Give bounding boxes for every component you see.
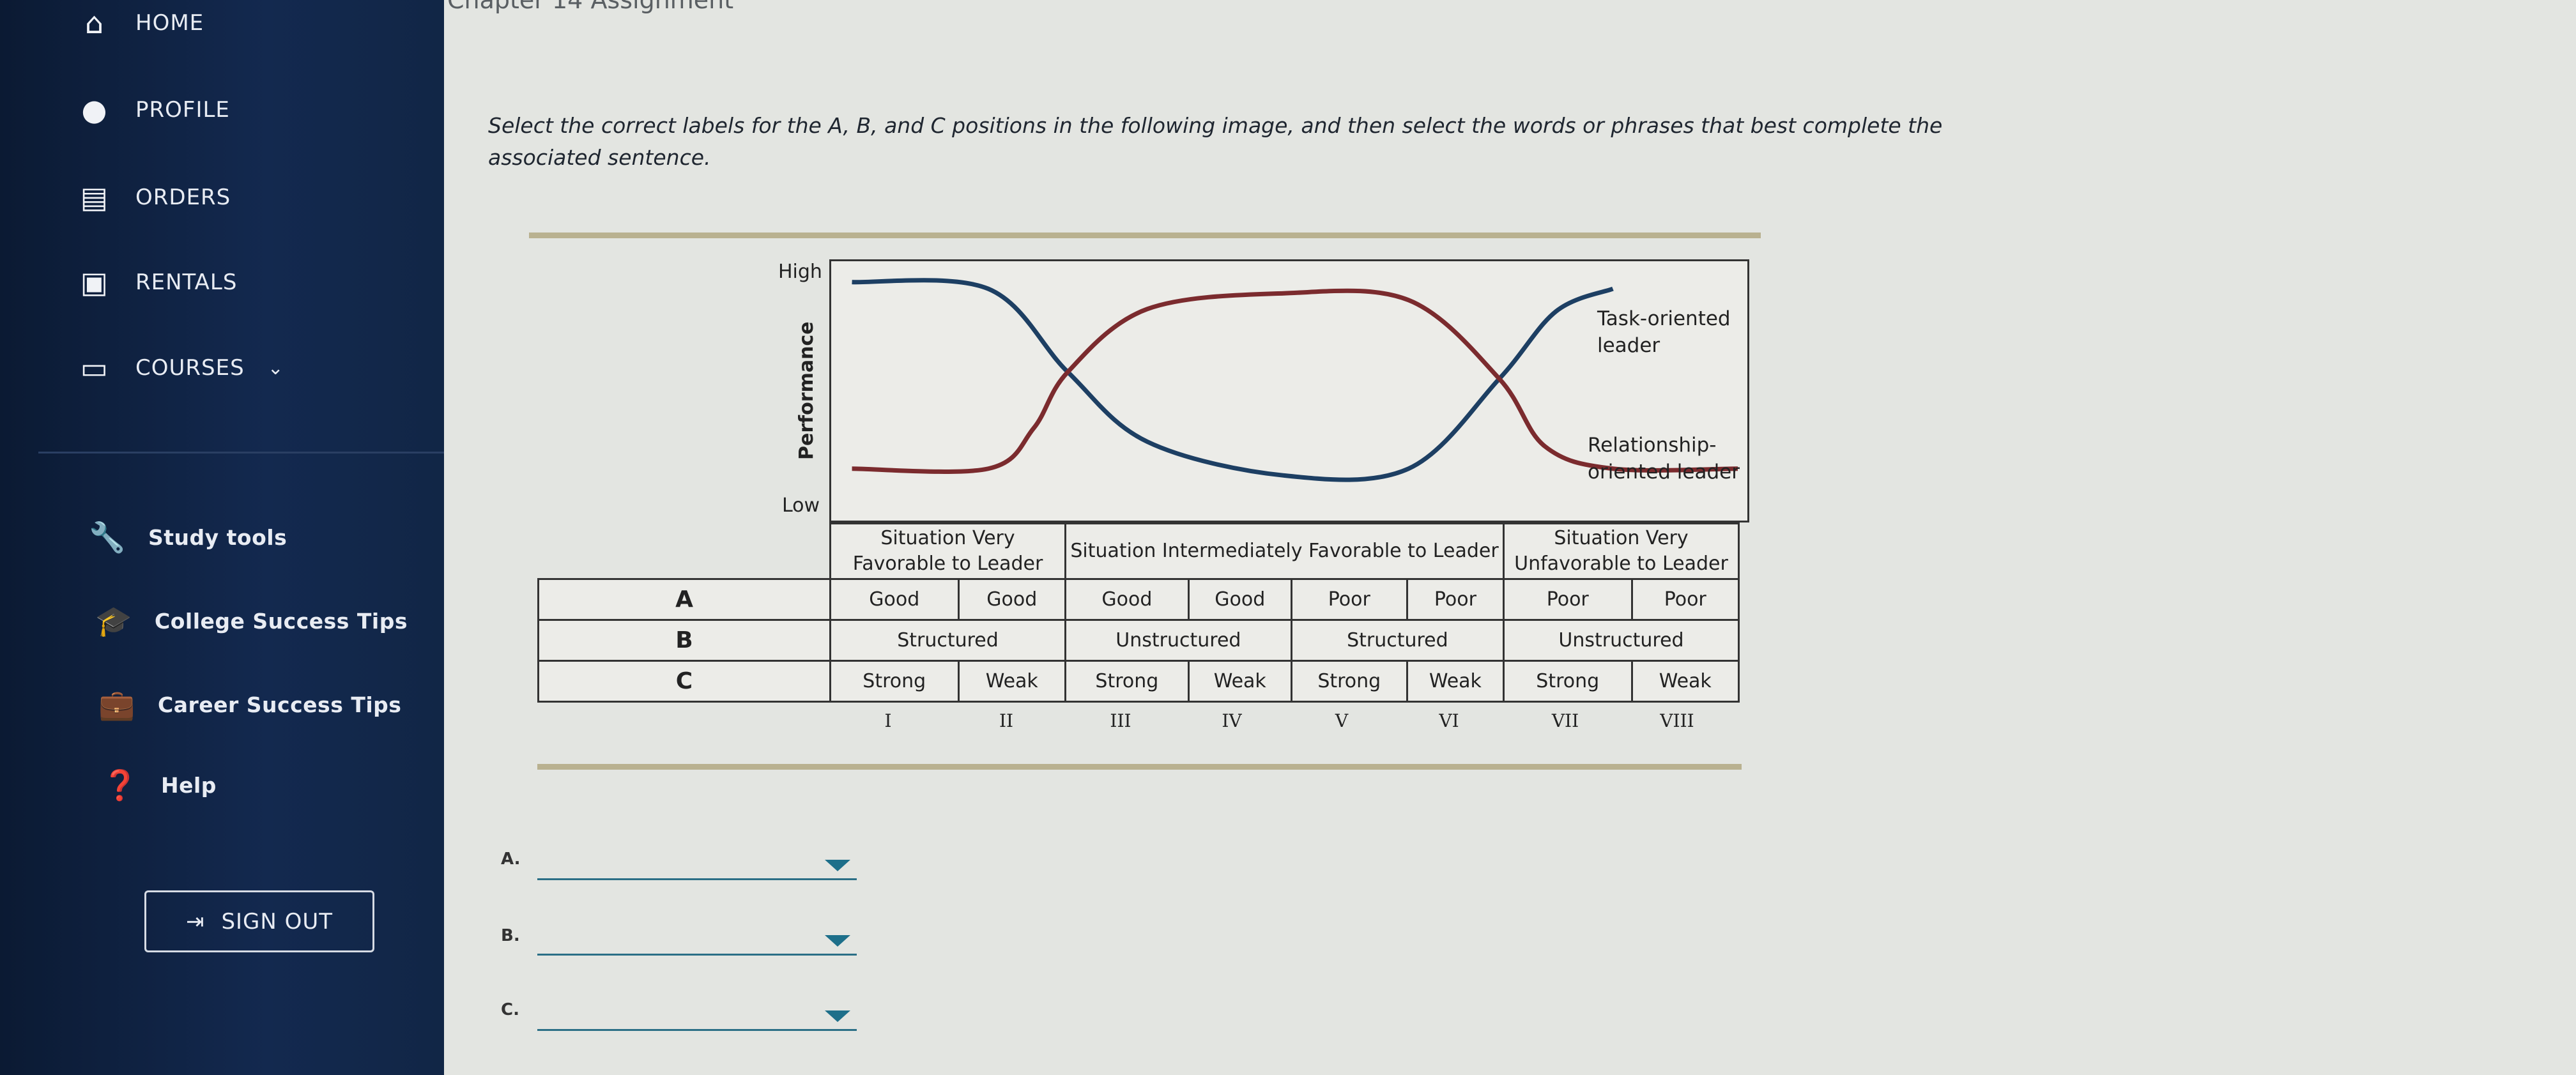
sidebar-divider <box>38 452 444 454</box>
octant-label: IV <box>1222 710 1242 731</box>
cell: Unstructured <box>1503 619 1740 662</box>
figure-top-rule <box>529 233 1761 238</box>
cell: Weak <box>1630 660 1740 703</box>
table-row-b: B Structured Unstructured Structured Uns… <box>537 619 1740 662</box>
help-icon: ❓ <box>102 767 139 802</box>
cell: Good <box>1187 578 1292 621</box>
row-label-a: A <box>537 578 831 621</box>
header-very-favorable: Situation Very Favorable to Leader <box>829 522 1066 580</box>
octant-label: V <box>1335 710 1349 731</box>
sign-out-icon: ⇥ <box>185 908 205 934</box>
sidebar-item-study-tools[interactable]: 🔧 Study tools <box>89 519 288 554</box>
dropdown-arrow-icon <box>825 935 850 947</box>
cell: Poor <box>1503 578 1633 621</box>
briefcase-icon: 💼 <box>98 687 135 722</box>
sidebar: ⌂ HOME ● PROFILE ▤ ORDERS ▣ RENTALS ▭ COURSES… <box>0 0 444 1075</box>
sidebar-item-profile[interactable]: ● PROFILE <box>77 92 230 128</box>
cell: Weak <box>1406 660 1505 703</box>
chart-area <box>829 259 1749 522</box>
instructions: Select the correct labels for the A, B, … <box>488 113 1943 170</box>
figure-bottom-rule <box>537 764 1742 770</box>
legend-relationship-oriented: Relationship-oriented leader <box>1588 434 1740 484</box>
sidebar-item-college-success-tips[interactable]: 🎓 College Success Tips <box>95 603 408 638</box>
dropdown-arrow-icon <box>825 1010 850 1022</box>
row-label-c: C <box>537 660 831 703</box>
book-icon: ▣ <box>80 265 109 300</box>
octant-label: VIII <box>1660 710 1694 731</box>
graduation-cap-icon: 🎓 <box>95 603 132 638</box>
octant-label: II <box>999 710 1014 731</box>
answer-b-label: B. <box>501 926 520 945</box>
cell: Good <box>957 578 1066 621</box>
cell: Strong <box>1503 660 1633 703</box>
row-label-b: B <box>537 619 831 662</box>
cell: Good <box>1064 578 1190 621</box>
y-axis-title: Performance <box>795 321 818 460</box>
situation-table: Situation Very Favorable to Leader Situa… <box>537 522 1740 703</box>
table-row-a: A Good Good Good Good Poor Poor Poor Poo… <box>537 578 1740 621</box>
cell: Structured <box>829 619 1066 662</box>
cell: Unstructured <box>1064 619 1292 662</box>
user-icon: ● <box>81 93 108 127</box>
sidebar-item-courses[interactable]: ▭ COURSES ⌄ <box>77 350 284 386</box>
header-row: Situation Very Favorable to Leader Situa… <box>539 522 1740 580</box>
answer-c-label: C. <box>501 1000 519 1019</box>
cell: Structured <box>1290 619 1505 662</box>
list-icon: ▤ <box>80 180 109 215</box>
sidebar-item-rentals[interactable]: ▣ RENTALS <box>77 264 237 300</box>
page-title: Chapter 14 Assignment <box>447 0 734 14</box>
cell: Strong <box>1290 660 1408 703</box>
sidebar-item-orders[interactable]: ▤ ORDERS <box>77 179 231 215</box>
performance-curves <box>852 278 1738 482</box>
relationship-oriented-curve <box>852 288 1738 474</box>
sidebar-item-career-success-tips[interactable]: 💼 Career Success Tips <box>98 687 402 722</box>
answer-b-dropdown[interactable] <box>537 930 857 956</box>
cell: Poor <box>1406 578 1505 621</box>
sidebar-item-home[interactable]: ⌂ HOME <box>77 5 204 41</box>
chevron-down-icon: ⌄ <box>267 356 284 379</box>
course-icon: ▭ <box>80 351 109 385</box>
header-very-unfavorable: Situation Very Unfavorable to Leader <box>1503 522 1740 580</box>
octant-label: VI <box>1439 710 1459 731</box>
dropdown-arrow-icon <box>825 860 850 871</box>
octant-label: I <box>884 710 892 731</box>
answer-a-label: A. <box>501 850 521 869</box>
header-intermediate: Situation Intermediately Favorable to Le… <box>1064 522 1505 580</box>
sign-out-button[interactable]: ⇥ SIGN OUT <box>144 890 374 952</box>
cell: Poor <box>1630 578 1740 621</box>
sidebar-item-help[interactable]: ❓ Help <box>102 767 217 802</box>
cell: Poor <box>1290 578 1408 621</box>
y-tick-high: High <box>778 261 822 283</box>
task-oriented-curve <box>852 278 1614 482</box>
cell: Weak <box>1187 660 1292 703</box>
answer-c-dropdown[interactable] <box>537 1005 857 1031</box>
home-icon: ⌂ <box>84 6 105 40</box>
cell: Good <box>829 578 960 621</box>
table-row-c: C Strong Weak Strong Weak Strong Weak St… <box>537 660 1740 703</box>
answer-a-dropdown[interactable] <box>537 855 857 880</box>
octant-label: VII <box>1551 710 1579 731</box>
y-tick-low: Low <box>782 494 820 517</box>
cell: Strong <box>829 660 960 703</box>
cell: Strong <box>1064 660 1190 703</box>
legend-task-oriented: Task-oriented leader <box>1597 307 1731 357</box>
octant-label: III <box>1110 710 1131 731</box>
cell: Weak <box>957 660 1066 703</box>
wrench-icon: 🔧 <box>89 519 126 554</box>
